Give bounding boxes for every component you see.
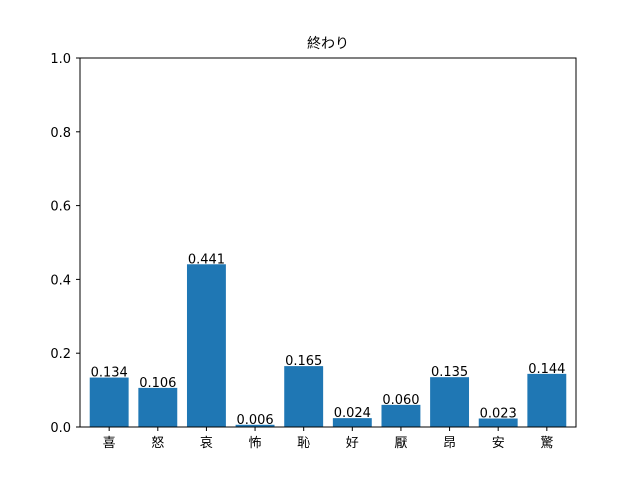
- x-tick-label: 喜: [103, 436, 116, 451]
- bar-value-label: 0.024: [334, 406, 371, 421]
- bar-value-label: 0.060: [382, 393, 419, 408]
- y-tick-label: 0.8: [50, 126, 71, 141]
- y-tick-label: 0.4: [50, 273, 71, 288]
- bar-7: [381, 404, 421, 427]
- bar-6: [332, 418, 372, 427]
- bar-8: [430, 377, 470, 427]
- plot-frame: [79, 57, 577, 428]
- bar-value-label: 0.165: [285, 354, 322, 369]
- bar-10: [527, 373, 567, 427]
- chart-title: 終わり: [307, 36, 349, 52]
- x-tick-label: 哀: [200, 436, 213, 451]
- x-tick-label: 好: [346, 436, 359, 451]
- x-tick-label: 驚: [540, 435, 553, 451]
- bar-value-label: 0.106: [139, 376, 176, 391]
- bar-value-label: 0.006: [236, 413, 273, 428]
- x-tick-label: 怒: [151, 436, 164, 451]
- bar-9: [478, 418, 518, 427]
- bar-value-label: 0.134: [91, 366, 128, 381]
- y-tick-label: 1.0: [50, 52, 71, 67]
- bar-2: [138, 387, 178, 427]
- x-tick-label: 恥: [297, 436, 310, 451]
- bar-3: [186, 264, 226, 427]
- y-tick-label: 0.2: [50, 347, 71, 362]
- x-tick-label: 昂: [443, 436, 456, 451]
- bar-1: [89, 377, 129, 427]
- bar-5: [284, 366, 324, 427]
- y-tick-label: 0.6: [50, 200, 71, 215]
- bar-value-label: 0.135: [431, 365, 468, 380]
- x-tick-label: 怖: [249, 435, 262, 451]
- y-tick-label: 0.0: [50, 421, 71, 436]
- x-tick-label: 厭: [394, 436, 407, 451]
- bar-4: [235, 424, 275, 427]
- bar-value-label: 0.023: [480, 407, 517, 422]
- x-tick-label: 安: [492, 436, 505, 451]
- bar-value-label: 0.144: [528, 362, 565, 377]
- bar-value-label: 0.441: [188, 252, 225, 267]
